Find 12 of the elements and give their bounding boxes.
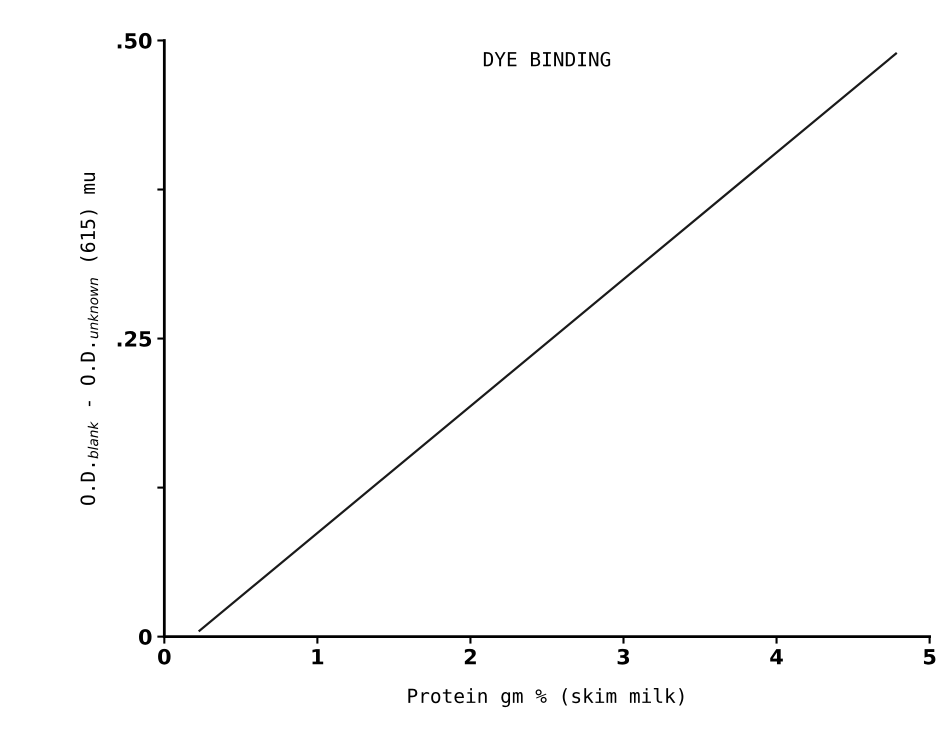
x-axis-title: Protein gm % (skim milk) <box>408 688 684 708</box>
x-tick-label: 2 <box>464 648 476 664</box>
x-tick-label: 3 <box>618 648 630 665</box>
chart-title: DYE BINDING <box>484 52 610 67</box>
y-tick-label: .25 <box>118 331 152 347</box>
y-tick-label: 0 <box>139 629 152 645</box>
x-tick-label: 0 <box>158 648 171 665</box>
x-tick-label: 1 <box>312 649 324 664</box>
y-tick-label: .50 <box>118 32 152 49</box>
text: O.D.$_{blank}$ - O.D.$_{unknown}$ (615) mu <box>80 173 98 505</box>
x-tick-label: 4 <box>770 649 783 664</box>
x-tick-label: 5 <box>924 649 936 665</box>
